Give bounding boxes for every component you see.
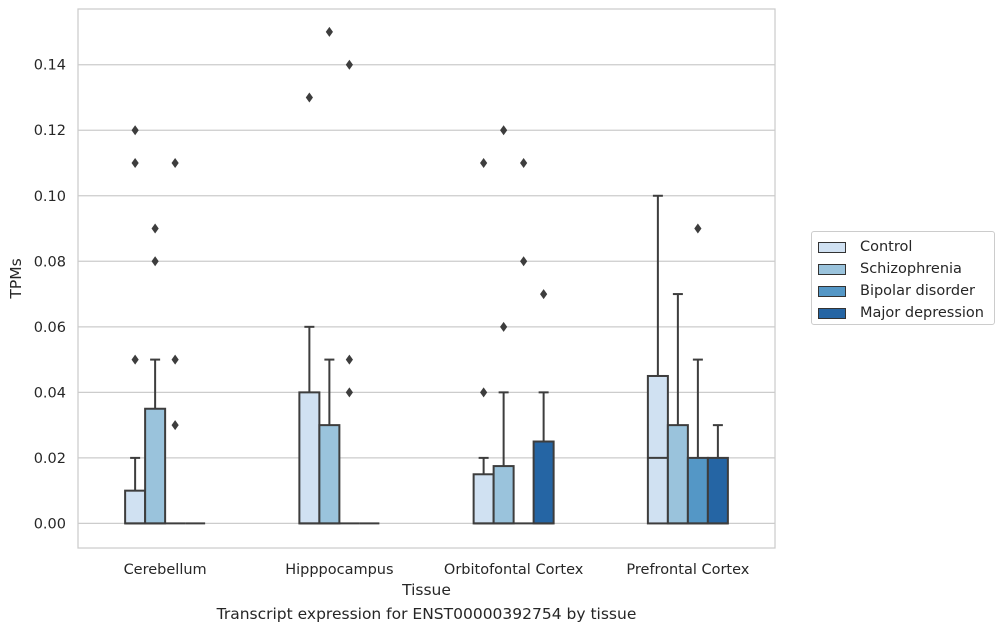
legend-item-control: Control — [818, 237, 912, 257]
legend-item-bipolar-disorder: Bipolar disorder — [818, 281, 975, 301]
outlier-point — [345, 387, 353, 398]
box-major-depression-orbitofontal-cortex — [532, 289, 555, 525]
outlier-point — [520, 158, 528, 168]
outlier-point — [500, 125, 508, 136]
box-layer — [124, 26, 729, 525]
y-tick-label: 0.06 — [34, 320, 66, 336]
outlier-point — [480, 158, 488, 168]
box-major-depression-prefrontal-cortex — [706, 424, 729, 525]
x-tick-label-orbitofontal-cortex: Orbitofontal Cortex — [444, 562, 584, 578]
x-tick-label-prefrontal-cortex: Prefrontal Cortex — [626, 562, 749, 578]
y-tick-label: 0.00 — [34, 516, 66, 532]
legend-item-schizophrenia: Schizophrenia — [818, 259, 962, 279]
outlier-point — [345, 354, 353, 365]
y-tick-label: 0.12 — [34, 123, 66, 139]
outlier-point — [171, 354, 179, 365]
outlier-point — [151, 256, 159, 267]
box-body — [298, 391, 321, 525]
outlier-point — [540, 289, 548, 300]
box-body — [532, 440, 555, 525]
legend: Control Schizophrenia Bipolar disorder M… — [811, 231, 995, 325]
y-tick-label: 0.02 — [34, 451, 66, 467]
outlier-point — [131, 354, 139, 365]
x-tick-labels: Cerebellum Hipppocampus Orbitofontal Corte… — [124, 562, 750, 578]
box-body — [144, 407, 167, 525]
outlier-point — [151, 223, 159, 234]
box-body — [646, 374, 669, 525]
legend-swatch-control — [818, 241, 846, 253]
outlier-point — [345, 59, 353, 70]
box-control-cerebellum — [124, 125, 147, 525]
y-axis-label: TPMs — [7, 258, 25, 299]
y-tick-label: 0.08 — [34, 254, 66, 270]
x-tick-label-hipppocampus: Hipppocampus — [285, 562, 393, 578]
legend-swatch-bipolar-disorder — [818, 285, 846, 297]
plot-frame — [77, 8, 776, 549]
box-body — [124, 489, 147, 525]
outlier-point — [520, 256, 528, 267]
box-control-orbitofontal-cortex — [472, 158, 495, 525]
legend-item-major-depression: Major depression — [818, 303, 984, 323]
legend-label-bipolar-disorder: Bipolar disorder — [860, 283, 975, 299]
figure-caption: Transcript expression for ENST0000039275… — [216, 605, 637, 623]
legend-label-control: Control — [860, 239, 913, 255]
box-body — [472, 473, 495, 525]
outlier-point — [325, 26, 333, 37]
outlier-point — [131, 125, 139, 136]
box-schizophrenia-orbitofontal-cortex — [492, 125, 515, 525]
outlier-point — [171, 420, 179, 431]
box-schizophrenia-hipppocampus — [318, 26, 341, 525]
box-body — [318, 424, 341, 525]
box-schizophrenia-cerebellum — [144, 223, 167, 525]
box-body — [706, 456, 729, 525]
box-body — [686, 456, 709, 525]
box-schizophrenia-prefrontal-cortex — [666, 293, 689, 525]
box-body — [492, 465, 515, 525]
legend-swatch-major-depression — [818, 307, 846, 319]
x-axis-label: Tissue — [401, 581, 451, 599]
x-tick-label-cerebellum: Cerebellum — [124, 562, 207, 578]
outlier-point — [171, 158, 179, 168]
legend-swatch-schizophrenia — [818, 263, 846, 275]
outlier-point — [694, 223, 702, 234]
y-tick-labels: 0.00 0.02 0.04 0.06 0.08 0.10 0.12 0.14 — [34, 58, 66, 533]
y-tick-label: 0.14 — [34, 58, 66, 74]
outlier-point — [500, 321, 508, 332]
legend-label-schizophrenia: Schizophrenia — [860, 261, 962, 277]
box-control-prefrontal-cortex — [646, 194, 669, 525]
box-bipolar-disorder-orbitofontal-cortex — [513, 158, 534, 525]
outlier-point — [131, 158, 139, 168]
y-tick-label: 0.10 — [34, 189, 66, 205]
box-bipolar-disorder-hipppocampus — [339, 59, 360, 525]
outlier-point — [305, 92, 313, 103]
box-bipolar-disorder-cerebellum — [165, 158, 186, 525]
box-body — [666, 424, 689, 525]
y-tick-label: 0.04 — [34, 385, 66, 401]
legend-label-major-depression: Major depression — [860, 305, 984, 321]
outlier-point — [480, 387, 488, 398]
